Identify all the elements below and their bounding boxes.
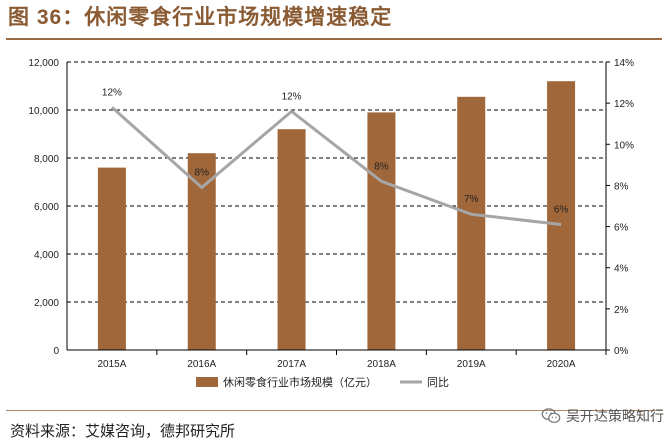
y-left-tick-label: 10,000 (28, 106, 59, 117)
line-series (110, 106, 562, 227)
y-right-tick-label: 14% (614, 58, 634, 69)
source-note: 资料来源：艾媒咨询，德邦研究所 (10, 423, 236, 440)
y-right-tick-label: 0% (614, 346, 629, 357)
y-left-tick-label: 2,000 (34, 298, 59, 309)
bar (367, 112, 396, 351)
watermark-text: 吴开达策略知行 (566, 408, 664, 424)
bar (457, 96, 486, 350)
data-labels: 12% 8% 12% 8% 7% 6% (102, 87, 569, 215)
x-tick-label: 2017A (277, 359, 306, 370)
y-right-tick-label: 6% (614, 223, 629, 234)
axes: 0 2,000 4,000 6,000 8,000 10,000 12,000 0% 2% 4% 6… (28, 58, 634, 370)
y-left-tick-label: 0 (53, 346, 59, 357)
y-right-tick-label: 8% (614, 181, 629, 192)
x-tick-label: 2015A (97, 359, 126, 370)
bar (97, 167, 126, 350)
grid-lines (67, 61, 606, 303)
growth-data-label: 8% (374, 161, 389, 172)
watermark: 吴开达策略知行 (540, 405, 664, 427)
page-title: 图 36：休闲零食行业市场规模增速稳定 (8, 6, 393, 29)
y-right-tick-label: 2% (614, 305, 629, 316)
bar (547, 81, 576, 350)
title-divider (6, 38, 662, 40)
y-left-tick-label: 12,000 (28, 58, 59, 69)
legend-line-label: 同比 (427, 376, 449, 389)
growth-line (110, 106, 562, 227)
bar-series (97, 81, 576, 351)
wechat-icon (541, 408, 561, 424)
bar (187, 153, 216, 350)
legend: 休闲零食行业市场规模（亿元） 同比 (196, 375, 449, 389)
y-left-tick-label: 4,000 (34, 250, 59, 261)
growth-data-label: 7% (464, 194, 479, 205)
y-right-tick-label: 12% (614, 99, 634, 110)
y-right-tick-label: 4% (614, 264, 629, 275)
growth-data-label: 12% (282, 91, 302, 102)
footer-divider (6, 410, 662, 411)
y-right-tick-label: 10% (614, 140, 634, 151)
y-left-tick-label: 6,000 (34, 202, 59, 213)
x-tick-label: 2016A (187, 359, 216, 370)
bar-line-chart: 0 2,000 4,000 6,000 8,000 10,000 12,000 0% 2% 4% 6… (28, 58, 634, 389)
y-left-tick-label: 8,000 (34, 154, 59, 165)
growth-data-label: 6% (554, 205, 569, 216)
growth-data-label: 8% (195, 167, 210, 178)
legend-bar-label: 休闲零食行业市场规模（亿元） (223, 375, 377, 389)
bar (277, 129, 306, 350)
x-tick-label: 2020A (547, 359, 576, 370)
x-tick-label: 2019A (457, 359, 486, 370)
x-tick-label: 2018A (367, 359, 396, 370)
legend-bar-swatch (196, 377, 218, 387)
growth-data-label: 12% (102, 87, 122, 98)
